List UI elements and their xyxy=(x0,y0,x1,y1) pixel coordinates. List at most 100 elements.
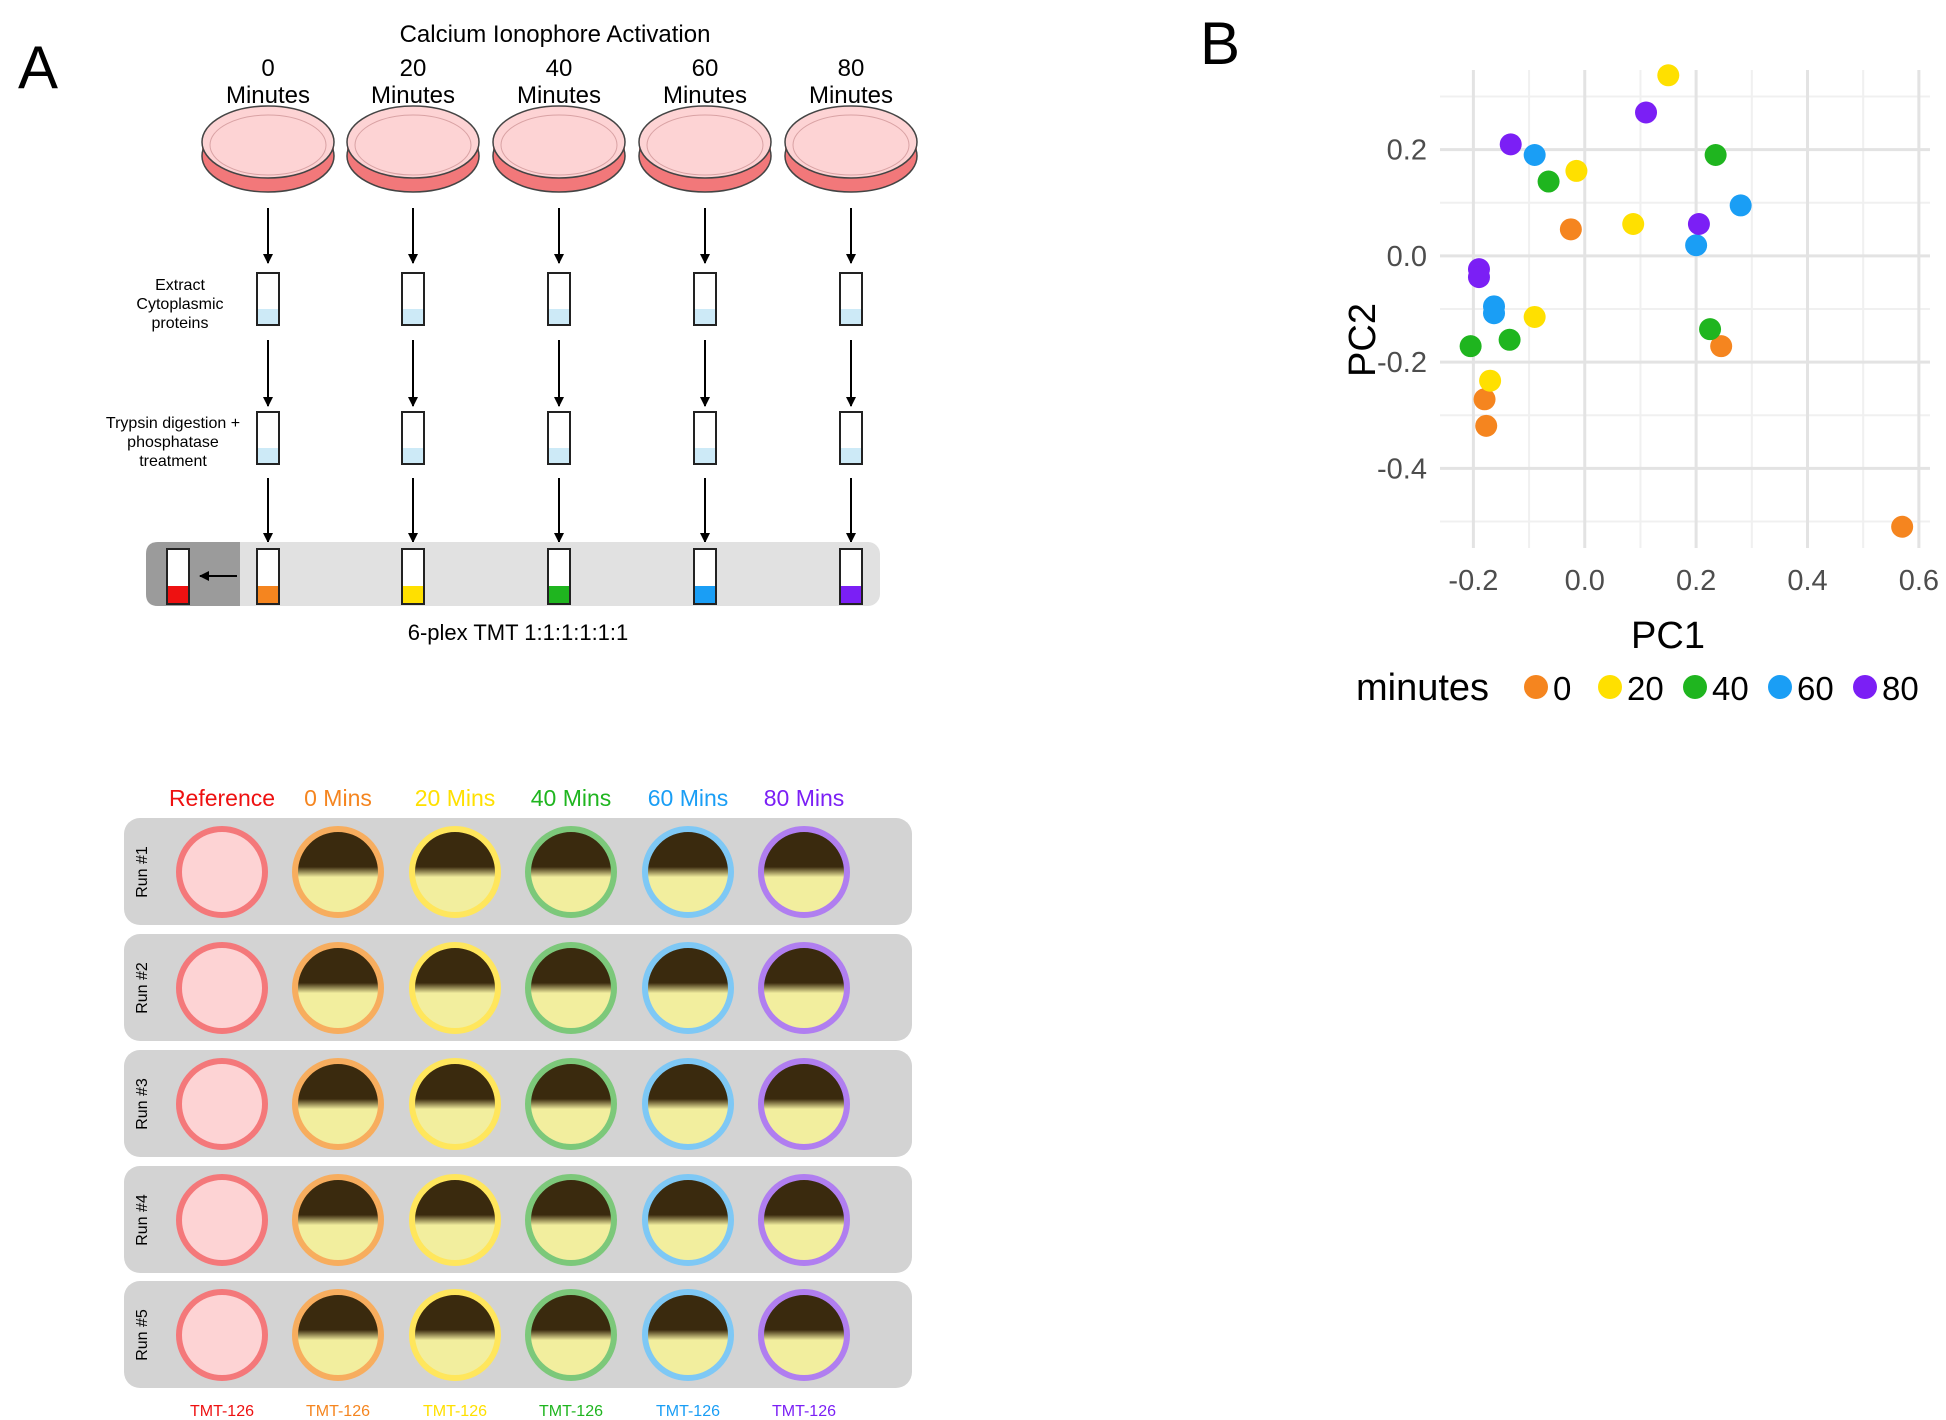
timepoint-unit-4: Minutes xyxy=(809,82,893,109)
step-digest-line3: treatment xyxy=(139,453,207,470)
timepoint-unit-1: Minutes xyxy=(371,82,455,109)
grid-rows: Run #1 Run #2 Run #3 Run #4 Run #5 xyxy=(124,818,912,1388)
grid-footers: TMT-126 TMT-126 TMT-126 TMT-126 TMT-126 TMT-1… xyxy=(190,1403,836,1420)
run-row-3: Run #3 xyxy=(124,1050,912,1157)
sample-well xyxy=(409,1289,501,1381)
point-80-min-1 xyxy=(1499,133,1522,156)
point-20-min-2 xyxy=(1622,213,1645,236)
tmt-tube-1 xyxy=(401,548,425,605)
point-40-min-2 xyxy=(1459,335,1482,358)
legend-key-20 xyxy=(1598,675,1622,699)
workflow-arrows xyxy=(263,208,856,543)
x-tick-label: 0.6 xyxy=(1899,565,1939,597)
point-0-min-1 xyxy=(1473,388,1496,411)
legend-title: minutes xyxy=(1356,667,1489,709)
legend-label-20: 20 xyxy=(1627,670,1664,707)
sample-well xyxy=(642,1058,734,1150)
run-row-4: Run #4 xyxy=(124,1166,912,1273)
y-tick-label: -0.2 xyxy=(1377,347,1427,379)
x-axis-label: PC1 xyxy=(1631,615,1705,657)
reference-well xyxy=(176,1058,268,1150)
tmt-label-0: TMT-126 xyxy=(190,1403,254,1420)
sample-well xyxy=(525,1174,617,1266)
y-tick-label: -0.4 xyxy=(1377,453,1427,485)
sample-well xyxy=(525,826,617,918)
tube-4-0 xyxy=(839,272,863,326)
legend-label-40: 40 xyxy=(1712,670,1749,707)
tube-3-0 xyxy=(693,272,717,326)
sample-well xyxy=(292,826,384,918)
grid-headers: Reference 0 Mins 20 Mins 40 Mins 60 Mins 80 M… xyxy=(169,785,844,811)
step-extract-line3: proteins xyxy=(152,315,209,332)
reference-well xyxy=(176,942,268,1034)
tmt-label-3: TMT-126 xyxy=(539,1403,603,1420)
sample-tubes xyxy=(256,272,863,465)
timepoint-number-1: 20 xyxy=(400,55,427,82)
chart-tick-labels: -0.2 0.0 0.2 0.4 0.6 -0.4 -0.2 0.0 0.2 xyxy=(1377,135,1939,597)
tube-4-1 xyxy=(839,411,863,465)
timepoint-labels: 0Minutes20Minutes40Minutes60Minutes80Min… xyxy=(226,55,893,109)
legend-key-40 xyxy=(1683,675,1707,699)
sample-well xyxy=(758,826,850,918)
workflow-title: Calcium Ionophore Activation xyxy=(400,21,711,48)
tube-0-0 xyxy=(256,272,280,326)
x-tick-label: 0.0 xyxy=(1565,565,1605,597)
legend-entries: 0 20 40 60 80 xyxy=(1524,670,1919,707)
legend-key-80 xyxy=(1853,675,1877,699)
timepoint-number-4: 80 xyxy=(838,55,865,82)
grid-header-1: 0 Mins xyxy=(304,785,372,811)
x-tick-label: -0.2 xyxy=(1448,565,1498,597)
tmt-tube-3 xyxy=(693,548,717,605)
x-tick-label: 0.4 xyxy=(1787,565,1827,597)
tmt-label-5: TMT-126 xyxy=(772,1403,836,1420)
tube-2-1 xyxy=(547,411,571,465)
petri-dish-4 xyxy=(784,105,918,193)
sample-well xyxy=(758,1058,850,1150)
sample-well xyxy=(525,1289,617,1381)
workflow-diagram: Calcium Ionophore Activation 0Minutes20M… xyxy=(106,21,918,645)
legend-label-60: 60 xyxy=(1797,670,1834,707)
run-row-2: Run #2 xyxy=(124,934,912,1041)
timepoint-unit-0: Minutes xyxy=(226,82,310,109)
petri-dish-3 xyxy=(638,105,772,193)
legend-label-80: 80 xyxy=(1882,670,1919,707)
point-40-min-4 xyxy=(1699,318,1722,341)
petri-dish-0 xyxy=(201,105,335,193)
sample-well xyxy=(409,826,501,918)
petri-dishes xyxy=(201,105,918,193)
tmt-tube-2 xyxy=(547,548,571,605)
sample-well xyxy=(409,1058,501,1150)
tmt-tube-0 xyxy=(256,548,280,605)
point-60-min-2 xyxy=(1685,234,1708,257)
chart-points xyxy=(1459,64,1914,538)
run-label: Run #2 xyxy=(134,962,151,1014)
sample-well xyxy=(642,826,734,918)
tube-2-0 xyxy=(547,272,571,326)
tube-3-1 xyxy=(693,411,717,465)
reference-well xyxy=(176,1174,268,1266)
point-40-min-1 xyxy=(1537,170,1560,193)
run-row-1: Run #1 xyxy=(124,818,912,925)
point-60-min-4 xyxy=(1483,302,1506,325)
panel-a-letter: A xyxy=(18,34,59,101)
tmt-label-4: TMT-126 xyxy=(656,1403,720,1420)
labeled-tubes xyxy=(166,548,863,605)
sample-well xyxy=(642,942,734,1034)
grid-header-4: 60 Mins xyxy=(648,785,729,811)
point-0-min-2 xyxy=(1475,414,1498,437)
tube-0-1 xyxy=(256,411,280,465)
sample-well xyxy=(292,1174,384,1266)
point-80-min-2 xyxy=(1687,213,1710,236)
point-80-min-0 xyxy=(1635,101,1658,124)
tmt-label-2: TMT-126 xyxy=(423,1403,487,1420)
grid-header-2: 20 Mins xyxy=(415,785,496,811)
x-tick-label: 0.2 xyxy=(1676,565,1716,597)
point-60-min-0 xyxy=(1523,143,1546,166)
legend-key-0 xyxy=(1524,675,1548,699)
pca-chart: -0.2 0.0 0.2 0.4 0.6 -0.4 -0.2 0.0 0.2 PC1 PC2 m… xyxy=(1342,64,1939,709)
sample-well xyxy=(758,942,850,1034)
tmt-label-1: TMT-126 xyxy=(306,1403,370,1420)
panel-b-letter: B xyxy=(1200,10,1241,77)
point-20-min-3 xyxy=(1523,305,1546,328)
